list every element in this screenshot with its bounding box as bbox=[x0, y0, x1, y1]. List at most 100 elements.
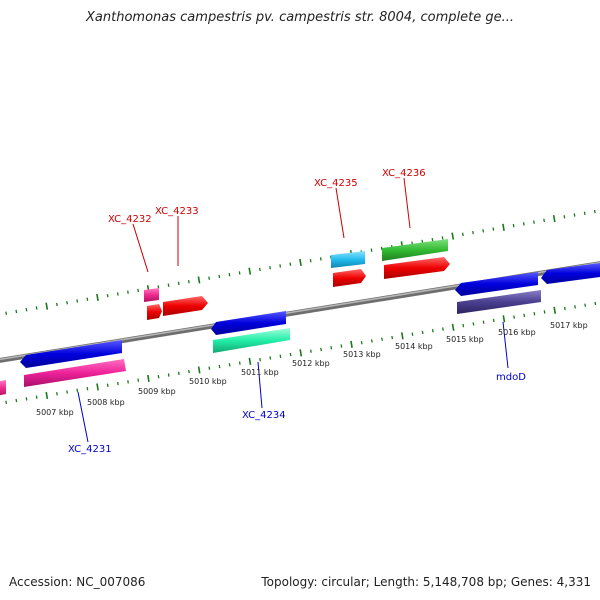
gene-reverse-track bbox=[0, 263, 600, 396]
tick-mark bbox=[451, 232, 455, 240]
tick-mark bbox=[116, 292, 119, 296]
kbp-label: 5009 kbp bbox=[138, 387, 176, 396]
tick-mark bbox=[482, 229, 485, 233]
tick-mark bbox=[472, 230, 474, 235]
gene-xc4234[interactable] bbox=[213, 328, 290, 353]
tick-mark bbox=[248, 357, 252, 365]
kbp-label: 5008 kbp bbox=[87, 398, 125, 407]
gene-xc4236[interactable] bbox=[382, 239, 448, 261]
kbp-labels: 5007 kbp 5008 kbp 5009 kbp 5010 kbp 5011… bbox=[36, 321, 588, 417]
label-xc4235[interactable]: XC_4235 bbox=[314, 178, 358, 189]
label-xc4232[interactable]: XC_4232 bbox=[108, 214, 152, 225]
gene-left-edge[interactable] bbox=[0, 380, 6, 396]
tick-mark bbox=[106, 294, 109, 298]
tick-mark bbox=[472, 322, 475, 326]
tick-mark bbox=[76, 388, 79, 393]
tick-mark bbox=[512, 223, 515, 228]
tick-mark bbox=[208, 276, 211, 280]
tick-mark bbox=[56, 392, 58, 396]
tick-mark bbox=[330, 346, 333, 350]
tick-mark bbox=[533, 220, 535, 224]
tick-mark bbox=[86, 297, 89, 301]
gene-right-edge[interactable] bbox=[541, 263, 600, 284]
tick-mark bbox=[86, 386, 89, 391]
tick-mark bbox=[360, 340, 363, 345]
tick-mark bbox=[5, 311, 8, 315]
tick-mark bbox=[35, 306, 38, 310]
tick-mark bbox=[563, 215, 566, 219]
tick-mark bbox=[45, 391, 49, 400]
tick-mark bbox=[309, 349, 312, 353]
tick-mark bbox=[238, 271, 241, 275]
gene-xc4231-upper[interactable] bbox=[20, 340, 122, 368]
label-mdod[interactable]: mdoD bbox=[496, 372, 526, 383]
tick-mark bbox=[137, 288, 140, 293]
label-xc4231[interactable]: XC_4231 bbox=[68, 444, 112, 455]
gene-xc4236-part[interactable] bbox=[384, 257, 450, 279]
kbp-label: 5014 kbp bbox=[395, 342, 433, 351]
tick-mark bbox=[238, 361, 241, 365]
gene-xc4232-part[interactable] bbox=[147, 304, 162, 320]
tick-mark bbox=[228, 272, 231, 277]
tick-mark bbox=[502, 315, 506, 323]
gene-xc4234-upper[interactable] bbox=[211, 311, 286, 335]
tick-mark bbox=[594, 301, 597, 306]
tick-mark bbox=[66, 301, 68, 305]
tick-mark bbox=[15, 309, 18, 314]
tick-mark bbox=[553, 306, 557, 314]
tick-mark bbox=[502, 223, 505, 231]
tick-mark bbox=[593, 209, 596, 214]
gene-mdod[interactable] bbox=[457, 290, 541, 314]
tick-mark bbox=[25, 308, 28, 312]
gene-xc4235[interactable] bbox=[331, 251, 365, 268]
reverse-tick-track bbox=[5, 301, 597, 404]
tick-mark bbox=[340, 344, 343, 348]
tick-mark bbox=[421, 330, 424, 335]
tick-mark bbox=[381, 337, 383, 341]
leader-xc4232 bbox=[132, 223, 149, 273]
label-xc4233[interactable]: XC_4233 bbox=[155, 206, 199, 217]
tick-mark bbox=[522, 222, 525, 226]
tick-mark bbox=[269, 265, 271, 270]
tick-mark bbox=[187, 280, 190, 284]
tick-mark bbox=[584, 303, 587, 307]
gene-xc4233[interactable] bbox=[163, 296, 208, 316]
tick-mark bbox=[137, 378, 140, 382]
tick-mark bbox=[583, 211, 586, 216]
tick-mark bbox=[45, 302, 49, 310]
label-xc4234[interactable]: XC_4234 bbox=[242, 410, 286, 421]
tick-mark bbox=[391, 335, 394, 340]
tick-mark bbox=[400, 332, 404, 340]
gene-xc4231[interactable] bbox=[24, 359, 126, 387]
tick-mark bbox=[533, 311, 536, 316]
tick-mark bbox=[370, 339, 373, 343]
tick-mark bbox=[259, 358, 262, 362]
gene-xc4232[interactable] bbox=[144, 288, 159, 302]
label-xc4236[interactable]: XC_4236 bbox=[382, 168, 426, 179]
tick-mark bbox=[289, 352, 292, 357]
tick-mark bbox=[147, 374, 150, 383]
tick-mark bbox=[248, 267, 252, 275]
tick-mark bbox=[411, 332, 414, 336]
kbp-label: 5015 kbp bbox=[446, 335, 484, 344]
kbp-label: 5007 kbp bbox=[36, 408, 74, 417]
tick-mark bbox=[492, 227, 495, 231]
tick-mark bbox=[543, 310, 546, 314]
gene-mdod-upper[interactable] bbox=[455, 272, 538, 296]
tick-mark bbox=[350, 340, 353, 348]
gene-xc4235-part[interactable] bbox=[333, 269, 366, 287]
tick-mark bbox=[127, 290, 129, 294]
tick-mark bbox=[492, 318, 495, 323]
tick-mark bbox=[15, 398, 18, 403]
tick-mark bbox=[116, 381, 119, 386]
tick-mark bbox=[197, 366, 201, 374]
tick-mark bbox=[218, 364, 221, 369]
tick-mark bbox=[299, 258, 302, 267]
tick-mark bbox=[513, 315, 515, 319]
tick-mark bbox=[55, 302, 58, 307]
tick-mark bbox=[127, 380, 129, 384]
tick-mark bbox=[25, 397, 28, 401]
kbp-label: 5013 kbp bbox=[343, 350, 381, 359]
tick-mark bbox=[35, 395, 38, 399]
